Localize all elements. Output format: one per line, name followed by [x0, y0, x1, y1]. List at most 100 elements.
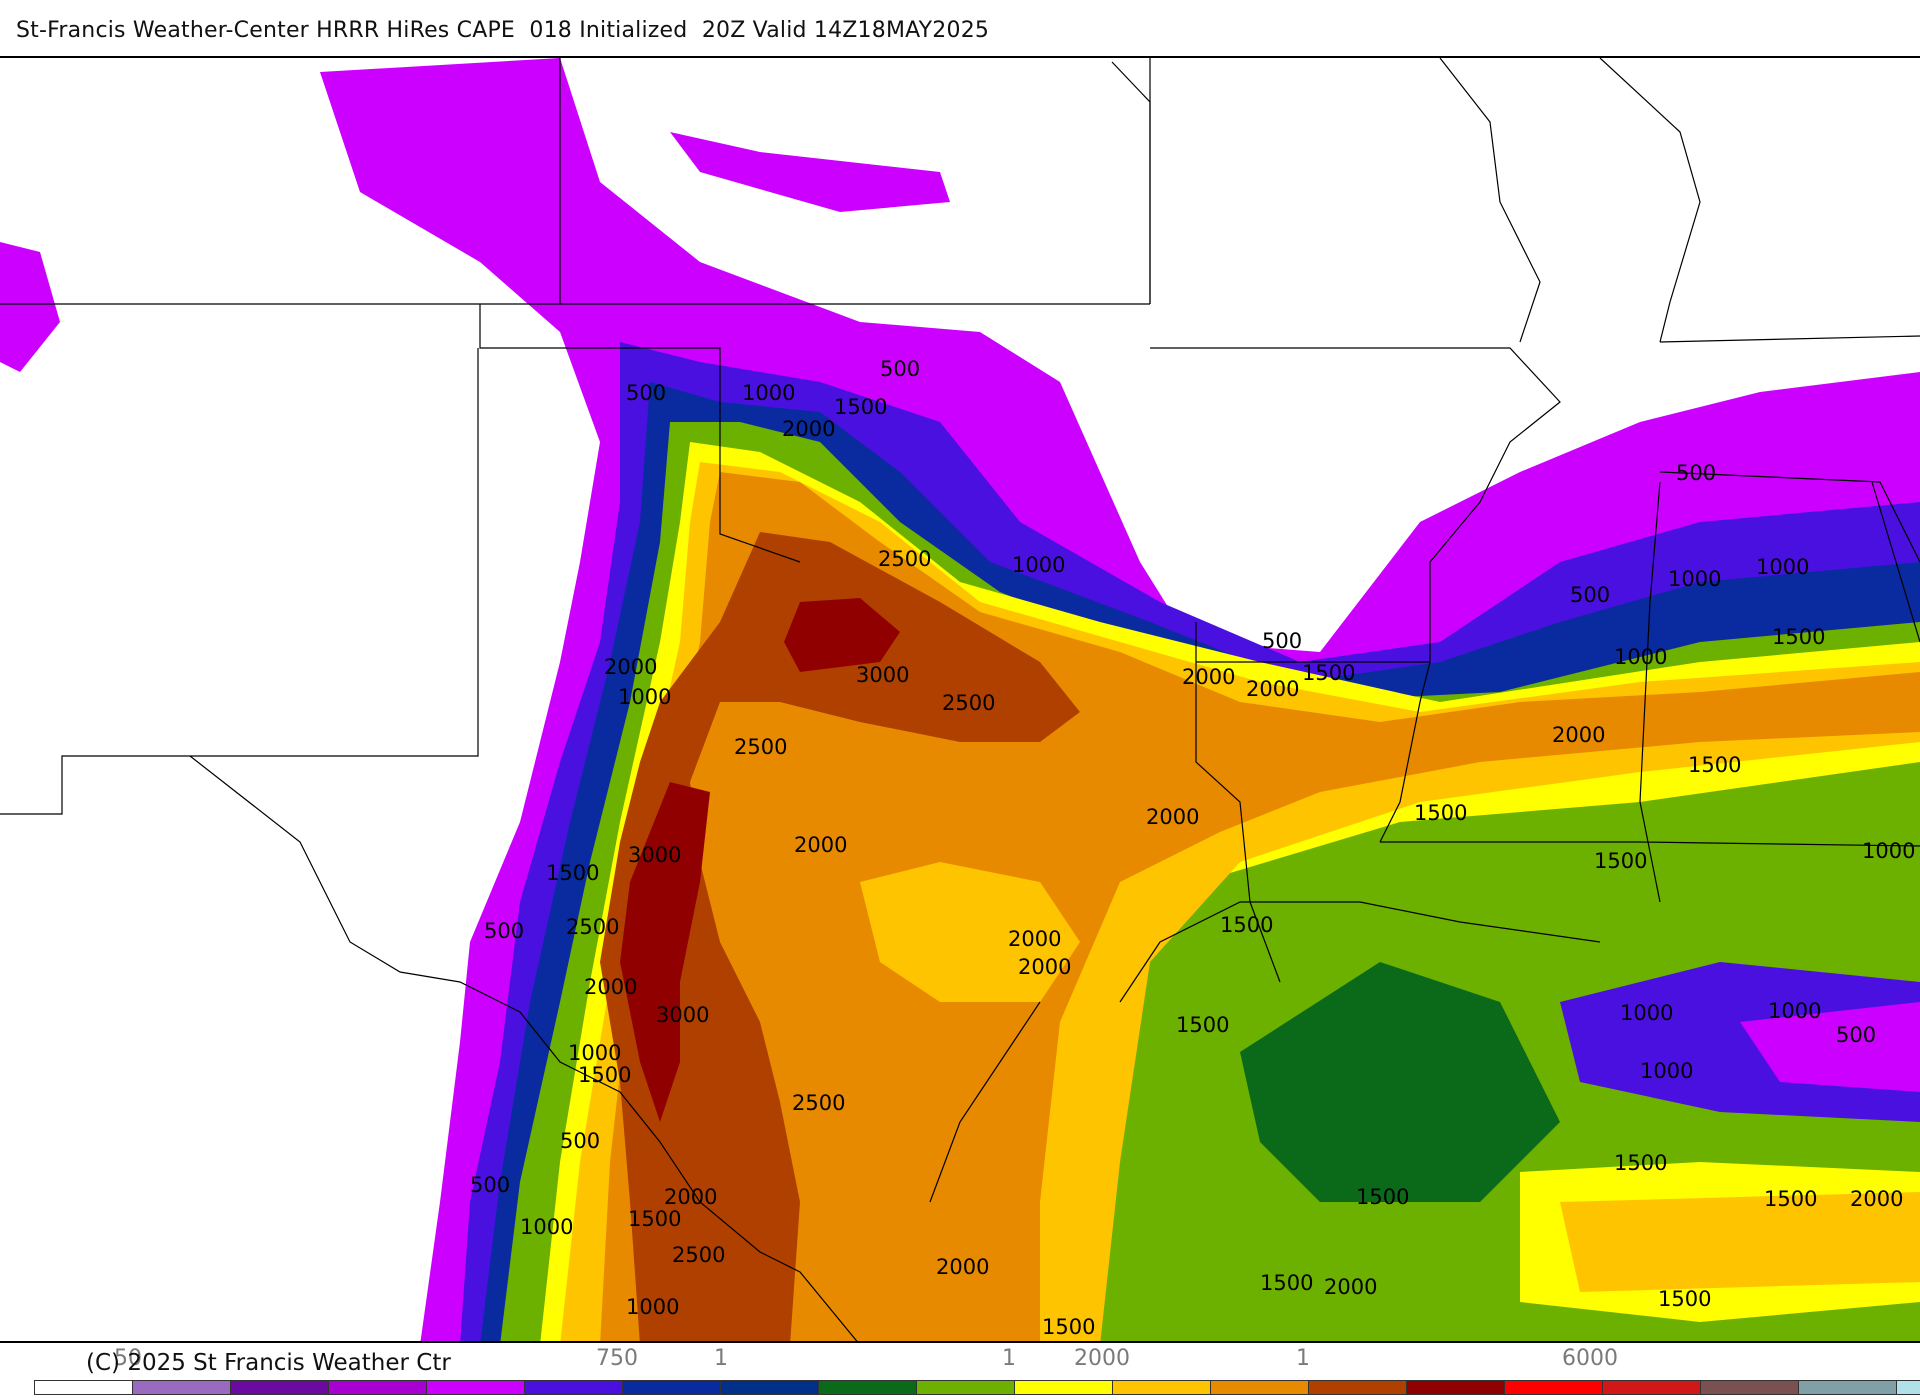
contour-label: 1500 — [1688, 753, 1741, 777]
contour-label: 2000 — [1246, 677, 1299, 701]
contour-label: 2000 — [782, 417, 835, 441]
contour-label: 1500 — [1176, 1013, 1229, 1037]
contour-label: 1500 — [1764, 1187, 1817, 1211]
contour-label: 3000 — [856, 663, 909, 687]
legend-swatch — [1897, 1381, 1920, 1394]
legend-swatch — [1701, 1381, 1799, 1394]
contour-label: 500 — [470, 1173, 510, 1197]
contour-label: 2000 — [584, 975, 637, 999]
contour-label: 1000 — [1640, 1059, 1693, 1083]
contour-label: 2000 — [1018, 955, 1071, 979]
cape-band-brown — [600, 532, 1080, 1341]
contour-label: 1500 — [1356, 1185, 1409, 1209]
contour-label: 1500 — [834, 395, 887, 419]
contour-label: 1500 — [1042, 1315, 1095, 1339]
legend-tick-1c: 1 — [1296, 1346, 1310, 1371]
contour-label: 1500 — [1594, 849, 1647, 873]
contour-label: 2000 — [1008, 927, 1061, 951]
cape-band-purple-n — [670, 132, 950, 212]
cape-band-darkgreen — [1240, 962, 1560, 1202]
cape-band-purple-w — [0, 242, 60, 372]
legend-swatch — [231, 1381, 329, 1394]
contour-label: 500 — [1262, 629, 1302, 653]
contour-label: 2000 — [1146, 805, 1199, 829]
legend-tick-2000: 2000 — [1074, 1346, 1130, 1371]
cape-band-darkred-w — [620, 782, 710, 1122]
state-borders — [0, 58, 1920, 1341]
contour-label: 2000 — [604, 655, 657, 679]
contour-label: 2000 — [936, 1255, 989, 1279]
legend-swatch — [35, 1381, 133, 1394]
legend-tick-1a: 1 — [714, 1346, 728, 1371]
legend-swatch — [1211, 1381, 1309, 1394]
legend-tick-750: 750 — [596, 1346, 638, 1371]
contour-label: 1500 — [1302, 661, 1355, 685]
legend-tick-1b: 1 — [1002, 1346, 1016, 1371]
contour-label: 2500 — [672, 1243, 725, 1267]
contour-label: 500 — [626, 381, 666, 405]
map-title: St-Francis Weather-Center HRRR HiRes CAP… — [16, 18, 990, 43]
legend-swatch — [623, 1381, 721, 1394]
contour-label: 1000 — [742, 381, 795, 405]
cape-map: 500 1000 500 1500 2000 2500 1000 3000 2500 2000 10… — [0, 56, 1920, 1343]
legend-swatch — [1309, 1381, 1407, 1394]
contour-label: 1500 — [628, 1207, 681, 1231]
contour-label: 500 — [880, 357, 920, 381]
contour-label: 1500 — [1414, 801, 1467, 825]
contour-label: 500 — [560, 1129, 600, 1153]
legend-swatch — [1505, 1381, 1603, 1394]
contour-label: 1000 — [520, 1215, 573, 1239]
contour-label: 1500 — [1772, 625, 1825, 649]
contour-label: 500 — [1676, 461, 1716, 485]
legend-swatch — [1015, 1381, 1113, 1394]
contour-label: 1000 — [568, 1041, 621, 1065]
legend-swatch — [1113, 1381, 1211, 1394]
contour-label: 500 — [484, 919, 524, 943]
legend-tick-50: 50 — [114, 1346, 142, 1371]
legend-swatch — [133, 1381, 231, 1394]
contour-label: 3000 — [656, 1003, 709, 1027]
legend-swatch — [1407, 1381, 1505, 1394]
contour-label: 3000 — [628, 843, 681, 867]
contour-label: 1000 — [1756, 555, 1809, 579]
cape-band-lightorange-s — [1560, 1192, 1920, 1292]
contour-label: 500 — [1570, 583, 1610, 607]
contour-label: 2500 — [792, 1091, 845, 1115]
contour-label: 1000 — [1012, 553, 1065, 577]
legend-swatch — [427, 1381, 525, 1394]
contour-label: 2500 — [566, 915, 619, 939]
legend-swatch — [525, 1381, 623, 1394]
contour-label: 500 — [1836, 1023, 1876, 1047]
contour-label: 1500 — [1614, 1151, 1667, 1175]
contour-label: 1500 — [1220, 913, 1273, 937]
legend-swatch — [1603, 1381, 1701, 1394]
cape-band-yellow-core — [860, 862, 1080, 1002]
legend-swatch — [819, 1381, 917, 1394]
contour-label: 1000 — [1668, 567, 1721, 591]
contour-label: 1000 — [1614, 645, 1667, 669]
contour-label: 2000 — [1182, 665, 1235, 689]
cape-band-purple-e — [1740, 1002, 1920, 1092]
contour-label: 1000 — [618, 685, 671, 709]
contour-label: 2000 — [1850, 1187, 1903, 1211]
contour-label: 1000 — [626, 1295, 679, 1319]
contour-label: 2500 — [878, 547, 931, 571]
legend-tick-6000: 6000 — [1562, 1346, 1618, 1371]
legend-swatch — [1799, 1381, 1897, 1394]
contour-label: 1500 — [546, 861, 599, 885]
legend-swatch — [917, 1381, 1015, 1394]
legend-swatch — [721, 1381, 819, 1394]
contour-label: 1500 — [578, 1063, 631, 1087]
contour-label: 1500 — [1260, 1271, 1313, 1295]
contour-label: 2000 — [664, 1185, 717, 1209]
contour-label: 1000 — [1768, 999, 1821, 1023]
contour-label: 2500 — [734, 735, 787, 759]
copyright-notice: (C) 2025 St Francis Weather Ctr — [86, 1350, 451, 1376]
legend-swatch — [329, 1381, 427, 1394]
contour-label: 2000 — [794, 833, 847, 857]
color-scale-legend — [34, 1380, 1920, 1395]
contour-label: 1000 — [1620, 1001, 1673, 1025]
contour-label: 2000 — [1552, 723, 1605, 747]
